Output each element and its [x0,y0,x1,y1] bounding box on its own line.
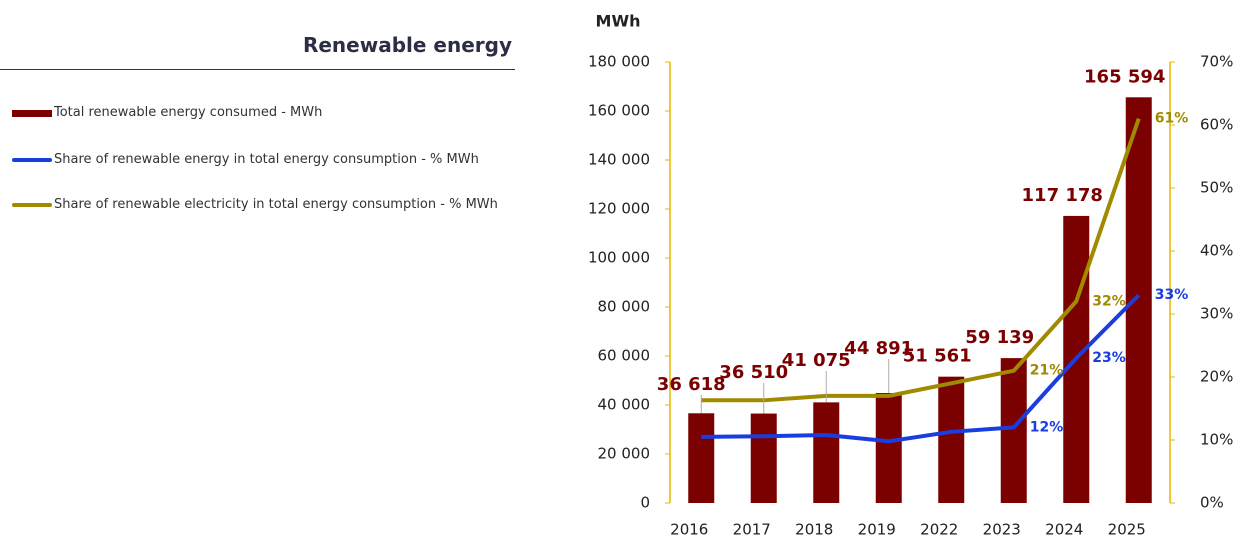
y-tick-label: 0 [640,494,650,512]
x-tick-label: 2025 [1108,521,1146,539]
bar-value-label: 44 891 [844,338,913,359]
legend-item: Share of renewable electricity in total … [12,198,522,212]
line [701,293,1141,444]
line-value-label: 23% [1092,350,1126,366]
x-tick-label: 2017 [733,521,771,539]
bar [1125,97,1152,503]
bar-value-label: 51 561 [903,346,972,367]
bar-value-label: 36 510 [719,362,788,383]
bar-value-label: 117 178 [1022,185,1103,206]
y2-tick-label: 10% [1200,431,1233,449]
legend-swatch [12,203,52,207]
y2-tick-label: 30% [1200,305,1233,323]
y2-tick-label: 20% [1200,368,1233,386]
line-value-label: 21% [1030,363,1064,379]
y-tick-label: 160 000 [588,102,650,120]
legend-panel: Renewable energy Total renewable energy … [0,0,520,541]
x-tick-label: 2022 [920,521,958,539]
line-value-label: 32% [1092,293,1126,309]
x-tick-label: 2018 [795,521,833,539]
chart: MWh 0 20 000 40 000 60 000 80 000 100 000 120 … [588,12,1233,539]
y-tick-label: 100 000 [588,249,650,267]
y2-tick-label: 0% [1200,494,1224,512]
y-tick-label: 140 000 [588,151,650,169]
title-rule [0,69,515,70]
line-value-label: 33% [1155,287,1189,303]
bar [750,413,777,503]
y-tick-label: 20 000 [598,445,651,463]
bar [1000,358,1027,503]
y-tick-label: 60 000 [598,347,651,365]
y-tick-label: 80 000 [598,298,651,316]
legend-swatch [12,110,52,117]
x-tick-label: 2024 [1045,521,1083,539]
bar [813,402,840,503]
y2-tick-label: 60% [1200,116,1233,134]
bar [938,376,965,503]
legend-swatch [12,158,52,162]
legend-label: Share of renewable energy in total energ… [54,152,479,167]
line [701,118,1141,403]
bar-value-label: 36 618 [657,374,726,395]
bar [688,413,715,503]
y-axis-label: MWh [596,12,641,31]
legend-label: Total renewable energy consumed - MWh [54,105,323,120]
y-tick-label: 180 000 [588,53,650,71]
chart-title: Renewable energy [302,33,512,57]
y2-tick-label: 50% [1200,179,1233,197]
bar [875,393,902,503]
legend-item: Share of renewable energy in total energ… [12,153,522,167]
bar-value-label: 41 075 [782,350,851,371]
x-tick-label: 2019 [858,521,896,539]
legend-label: Share of renewable electricity in total … [54,197,498,212]
x-tick-label: 2023 [983,521,1021,539]
bar-value-label: 165 594 [1084,66,1165,87]
x-tick-label: 2016 [670,521,708,539]
line-value-label: 12% [1030,419,1064,435]
y2-tick-label: 70% [1200,53,1233,71]
y-tick-label: 120 000 [588,200,650,218]
bar-value-label: 59 139 [965,327,1034,348]
y2-tick-label: 40% [1200,242,1233,260]
y-tick-label: 40 000 [598,396,651,414]
legend-item: Total renewable energy consumed - MWh [12,106,522,120]
line-value-label: 61% [1155,111,1189,127]
